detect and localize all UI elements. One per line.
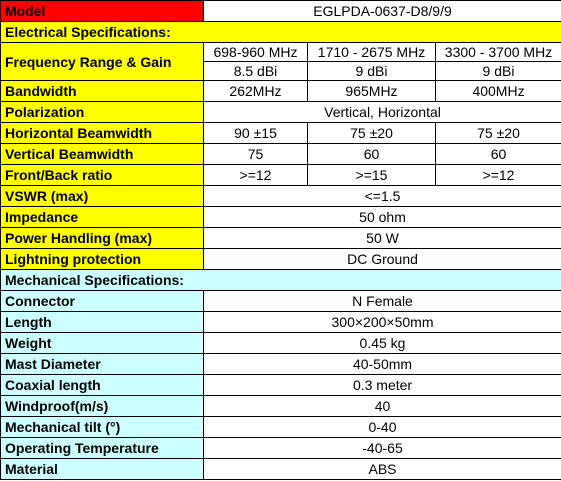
mechanical-label: Mechanical tilt (°) (0, 416, 204, 438)
bandwidth-value-1: 262MHz (203, 80, 308, 102)
mechanical-section-title: Mechanical Specifications: (0, 269, 561, 291)
vswr-label: VSWR (max) (0, 185, 204, 207)
power-value: 50 W (202, 227, 561, 249)
electrical-section-title: Electrical Specifications: (0, 21, 561, 43)
h-beamwidth-value-2: 75 ±20 (307, 122, 436, 144)
polarization-row: Polarization Vertical, Horizontal (0, 101, 561, 123)
front-back-row: Front/Back ratio >=12 >=15 >=12 (0, 164, 561, 186)
polarization-value: Vertical, Horizontal (202, 101, 561, 123)
mechanical-row: Mechanical tilt (°) 0-40 (0, 416, 561, 438)
mechanical-label: Coaxial length (0, 374, 204, 396)
front-back-value-3: >=12 (434, 164, 561, 186)
mechanical-label: Length (0, 311, 204, 333)
mechanical-row: Mast Diameter 40-50mm (0, 353, 561, 375)
h-beamwidth-value-3: 75 ±20 (434, 122, 561, 144)
mechanical-row: Operating Temperature -40-65 (0, 437, 561, 459)
front-back-label: Front/Back ratio (0, 164, 204, 186)
band-1: 698-960 MHz (203, 42, 308, 62)
mechanical-value: 40 (202, 395, 561, 417)
vswr-value: <=1.5 (202, 185, 561, 207)
h-beamwidth-label: Horizontal Beamwidth (0, 122, 204, 144)
model-label: Model (0, 0, 204, 22)
bandwidth-value-3: 400MHz (434, 80, 561, 102)
lightning-label: Lightning protection (0, 248, 204, 270)
v-beamwidth-value-1: 75 (203, 143, 308, 165)
mechanical-label: Mast Diameter (0, 353, 204, 375)
bandwidth-label: Bandwidth (0, 80, 204, 102)
mechanical-label: Weight (0, 332, 204, 354)
mechanical-value: 0.3 meter (202, 374, 561, 396)
mechanical-label: Windproof(m/s) (0, 395, 204, 417)
power-label: Power Handling (max) (0, 227, 204, 249)
frequency-row: Frequency Range & Gain 698-960 MHz 1710 … (0, 42, 561, 81)
v-beamwidth-value-2: 60 (307, 143, 436, 165)
gain-3: 9 dBi (434, 61, 561, 81)
mechanical-label: Operating Temperature (0, 437, 204, 459)
electrical-section-row: Electrical Specifications: (0, 21, 561, 43)
gain-row: 8.5 dBi 9 dBi 9 dBi (1, 61, 561, 81)
bandwidth-value-2: 965MHz (307, 80, 436, 102)
front-back-value-1: >=12 (203, 164, 308, 186)
mechanical-row: Windproof(m/s) 40 (0, 395, 561, 417)
band-2: 1710 - 2675 MHz (307, 42, 436, 62)
mechanical-row: Coaxial length 0.3 meter (0, 374, 561, 396)
vswr-row: VSWR (max) <=1.5 (0, 185, 561, 207)
mechanical-value: 0-40 (202, 416, 561, 438)
mechanical-label: Connector (0, 290, 204, 312)
gain-2: 9 dBi (307, 61, 436, 81)
h-beamwidth-row: Horizontal Beamwidth 90 ±15 75 ±20 75 ±2… (0, 122, 561, 144)
mechanical-row: Material ABS (0, 458, 561, 480)
h-beamwidth-value-1: 90 ±15 (203, 122, 308, 144)
polarization-label: Polarization (0, 101, 204, 123)
mechanical-value: ABS (202, 458, 561, 480)
mechanical-value: 40-50mm (202, 353, 561, 375)
mechanical-value: 0.45 kg (202, 332, 561, 354)
impedance-row: Impedance 50 ohm (0, 206, 561, 228)
lightning-row: Lightning protection DC Ground (0, 248, 561, 270)
gain-1: 8.5 dBi (203, 61, 308, 81)
model-row: Model EGLPDA-0637-D8/9/9 (0, 0, 561, 22)
band-3: 3300 - 3700 MHz (434, 42, 561, 62)
frequency-label: Frequency Range & Gain (0, 42, 204, 81)
mechanical-row: Weight 0.45 kg (0, 332, 561, 354)
model-value: EGLPDA-0637-D8/9/9 (202, 0, 561, 22)
mechanical-rows: Connector N Female Length 300×200×50mm Weigh… (0, 290, 561, 480)
mechanical-row: Connector N Female (0, 290, 561, 312)
mechanical-value: N Female (202, 290, 561, 312)
impedance-label: Impedance (0, 206, 204, 228)
mechanical-row: Length 300×200×50mm (0, 311, 561, 333)
mechanical-label: Material (0, 458, 204, 480)
mechanical-section-row: Mechanical Specifications: (0, 269, 561, 291)
v-beamwidth-label: Vertical Beamwidth (0, 143, 204, 165)
v-beamwidth-row: Vertical Beamwidth 75 60 60 (0, 143, 561, 165)
bandwidth-row: Bandwidth 262MHz 965MHz 400MHz (0, 80, 561, 102)
power-row: Power Handling (max) 50 W (0, 227, 561, 249)
impedance-value: 50 ohm (202, 206, 561, 228)
lightning-value: DC Ground (202, 248, 561, 270)
mechanical-value: 300×200×50mm (202, 311, 561, 333)
mechanical-value: -40-65 (202, 437, 561, 459)
v-beamwidth-value-3: 60 (434, 143, 561, 165)
front-back-value-2: >=15 (307, 164, 436, 186)
